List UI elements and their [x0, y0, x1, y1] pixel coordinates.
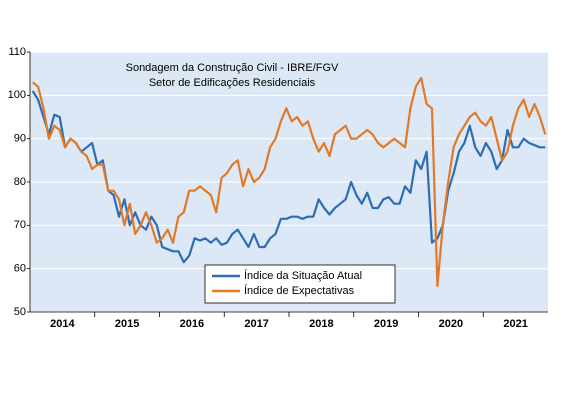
y-tick-label: 80: [14, 176, 26, 188]
y-tick-label: 110: [8, 46, 26, 58]
y-tick-label: 100: [8, 89, 26, 101]
y-tick-label: 50: [14, 306, 26, 318]
chart-title: Sondagem da Construção Civil - IBRE/FGV: [126, 62, 339, 74]
y-tick-label: 70: [14, 219, 26, 231]
series-line: [31, 90, 546, 264]
x-tick-label: 2015: [115, 318, 139, 330]
legend-label: Índice de Expectativas: [244, 284, 355, 297]
x-tick-label: 2014: [50, 318, 75, 330]
x-tick-label: 2016: [180, 318, 204, 330]
y-tick-label: 90: [14, 133, 26, 145]
x-tick-label: 2021: [503, 318, 527, 330]
chart-subtitle: Setor de Edificações Residenciais: [149, 77, 316, 89]
x-tick-label: 2019: [374, 318, 398, 330]
x-tick-label: 2020: [439, 318, 463, 330]
x-tick-label: 2018: [309, 318, 333, 330]
legend-box: [204, 264, 396, 304]
series-line: [32, 76, 547, 288]
y-tick-label: 60: [14, 263, 26, 275]
legend-label: Índice da Situação Atual: [244, 269, 362, 282]
x-tick-label: 2017: [244, 318, 268, 330]
